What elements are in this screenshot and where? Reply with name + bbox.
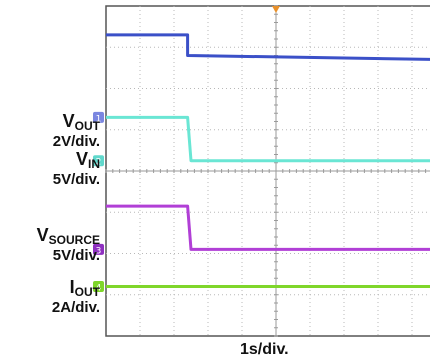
vout-label: VOUT 2V/div. xyxy=(52,111,100,150)
channel-marker-number: 2 xyxy=(96,158,102,168)
channel-marker-3: 3 xyxy=(93,243,104,256)
channel-marker-1: 1 xyxy=(93,111,104,124)
traces xyxy=(106,33,430,288)
vsource-label: VSOURCE 5V/div. xyxy=(36,225,100,264)
channel-marker-box xyxy=(93,243,104,255)
grid xyxy=(105,5,430,337)
trace-vin xyxy=(106,33,430,61)
iout-scale: 2A/div. xyxy=(51,299,100,316)
channel-marker-number: 4 xyxy=(96,284,102,294)
trace-vsource xyxy=(106,204,430,251)
channel-marker-box xyxy=(93,155,104,167)
trace-vout xyxy=(106,115,430,163)
vout-scale: 2V/div. xyxy=(52,133,100,150)
channel-markers: 2 1 3 4 xyxy=(93,6,280,294)
trigger-marker xyxy=(272,6,280,13)
vin-label: VIN 5V/div. xyxy=(52,149,100,188)
vin-scale: 5V/div. xyxy=(52,171,100,188)
channel-marker-4: 4 xyxy=(93,281,104,294)
channel-marker-number: 3 xyxy=(96,246,102,256)
x-axis-label: 1s/div. xyxy=(240,341,289,358)
channel-marker-box xyxy=(93,281,104,292)
iout-label: IOUT 2A/div. xyxy=(51,277,100,316)
channel-marker-box xyxy=(93,111,104,123)
vsource-scale: 5V/div. xyxy=(52,247,100,264)
channel-marker-2: 2 xyxy=(93,155,104,168)
channel-marker-number: 1 xyxy=(96,114,102,124)
